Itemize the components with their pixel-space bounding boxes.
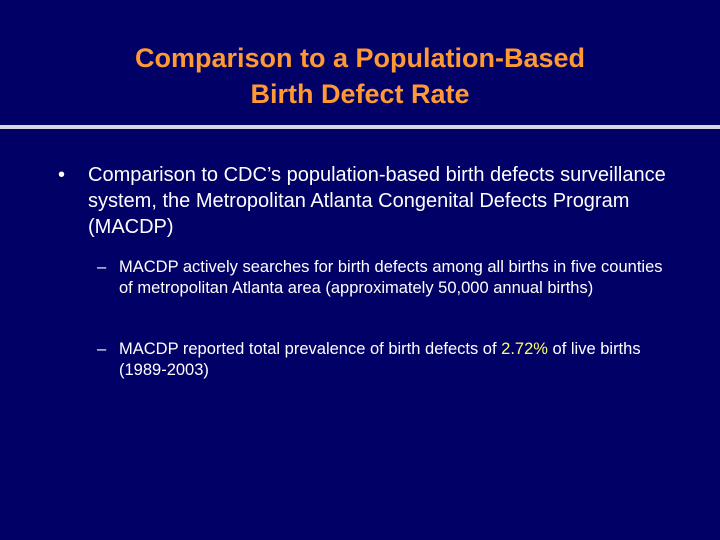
dash-icon: – <box>97 258 107 276</box>
slide-title: Comparison to a Population-Based Birth D… <box>0 40 720 112</box>
sub-bullet-text: MACDP reported total prevalence of birth… <box>119 339 667 381</box>
slide-title-line-2: Birth Defect Rate <box>250 79 470 109</box>
dash-icon: – <box>97 340 107 358</box>
bullet-text: Comparison to CDC’s population-based bir… <box>88 164 666 238</box>
title-divider <box>0 125 720 129</box>
sub-bullet-item: – MACDP actively searches for birth defe… <box>97 257 667 299</box>
sub-bullet-text: MACDP actively searches for birth defect… <box>119 258 663 297</box>
slide-title-line-1: Comparison to a Population-Based <box>134 43 586 73</box>
prevalence-highlight: 2.72% <box>501 340 548 358</box>
sub-bullet-item: – MACDP reported total prevalence of bir… <box>97 339 667 381</box>
bullet-icon: • <box>58 164 66 186</box>
bullet-item: • Comparison to CDC’s population-based b… <box>58 162 668 240</box>
sub-bullet-text-start: MACDP reported total prevalence of birth… <box>119 340 502 358</box>
sub-bullet-text-end: of live births (1989-2003) <box>119 340 641 379</box>
